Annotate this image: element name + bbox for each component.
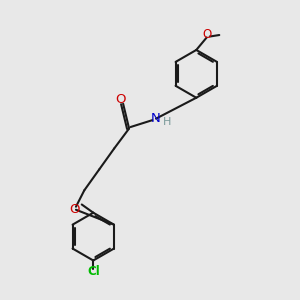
Text: H: H <box>163 117 172 127</box>
Text: O: O <box>203 28 212 41</box>
Text: Cl: Cl <box>87 265 100 278</box>
Text: O: O <box>116 93 126 106</box>
Text: O: O <box>70 202 80 216</box>
Text: N: N <box>151 112 161 125</box>
